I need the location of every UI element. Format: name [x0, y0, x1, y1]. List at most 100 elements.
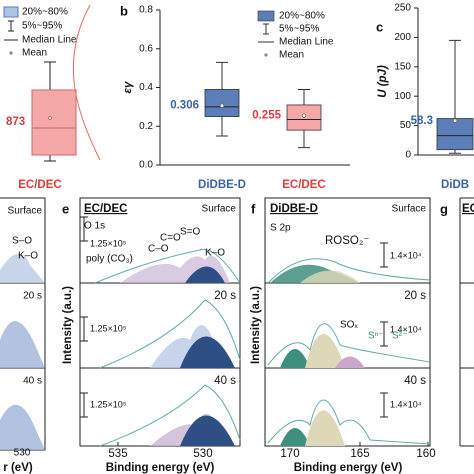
- legend-text: Mean: [279, 50, 304, 61]
- peak-label: C–O: [148, 244, 169, 255]
- y-label: Intensity (a.u.): [250, 286, 262, 364]
- spectrum: [99, 384, 241, 447]
- spectrum: [185, 266, 225, 283]
- mean: [219, 103, 225, 108]
- legend-text: 20%~80%: [279, 11, 325, 22]
- position: Surface: [202, 204, 237, 215]
- time: 20 s: [404, 290, 426, 302]
- spectrum: [335, 356, 365, 368]
- spectrum: [267, 323, 431, 366]
- time: 40 s: [214, 375, 236, 387]
- peak-label: K–O: [205, 248, 225, 259]
- peak-label: poly (CO₃): [86, 254, 133, 265]
- figure-body: 20%~80% 5%~95% Median Line Mean 873 EC/D…: [0, 3, 474, 474]
- y-tick-label: 0.4: [139, 82, 153, 93]
- scale-bar: [80, 216, 88, 418]
- panel-label: b: [120, 3, 128, 18]
- legend-text: 5%~95%: [279, 24, 319, 35]
- x-tick-label: 530: [14, 448, 31, 459]
- x-label: r (eV): [3, 462, 33, 474]
- spectrum: [94, 248, 241, 284]
- panel-title: DiDBE-D: [270, 203, 318, 215]
- category-label: DiDB: [441, 179, 469, 191]
- panel-d: Surface S–O K–O 20 s 40 s 530 r (eV): [0, 197, 46, 474]
- legend-icon: [264, 53, 268, 57]
- spectrum: [99, 299, 241, 369]
- spectrum: [305, 334, 345, 368]
- y-tick-label: 0: [405, 150, 411, 161]
- whisker: [44, 61, 56, 162]
- spectrum: [280, 349, 310, 368]
- mean: [47, 115, 53, 121]
- spectrum: [280, 428, 310, 446]
- legend-text: Mean: [22, 48, 47, 59]
- x-tick-label: 165: [350, 448, 369, 460]
- legend-text: Median Line: [22, 35, 77, 46]
- panel-title: EC/DEC: [84, 203, 127, 215]
- legend-text: 20%~80%: [22, 7, 68, 18]
- x-tick-label: 530: [193, 448, 212, 460]
- y-tick-label: 0.6: [139, 43, 153, 54]
- box: [436, 118, 474, 151]
- axis: [159, 10, 350, 166]
- spectrum: [267, 399, 431, 445]
- legend-text: 5%~95%: [22, 21, 62, 32]
- panel-e: e EC/DEC Surface O 1s 1.25×10⁵ 1.25×10⁵ …: [62, 197, 241, 474]
- mean-label: 0.306: [170, 100, 199, 112]
- legend-icon: [8, 20, 14, 32]
- time: 40 s: [23, 376, 42, 387]
- y-tick-label: 50: [400, 120, 412, 131]
- mean-label: 58.3: [411, 115, 433, 127]
- scale-label: 1.25×10⁵: [90, 323, 127, 333]
- spectrum: [0, 321, 45, 368]
- box: [204, 89, 240, 117]
- core-level: S 2p: [270, 223, 291, 234]
- spectrum: [305, 410, 345, 446]
- y-tick-label: 200: [394, 32, 411, 43]
- spectrum: [0, 253, 45, 283]
- peak-label: C=O: [160, 233, 181, 244]
- legend-swatch: [257, 10, 275, 22]
- y-label: εγ: [122, 81, 134, 94]
- y-tick-label: 250: [394, 3, 411, 14]
- peak-label: SOₓ: [340, 320, 358, 331]
- scale-label: 1.4×10⁴: [390, 324, 422, 334]
- peak-label: Sⁿ⁻: [368, 331, 384, 342]
- frame: [459, 197, 474, 447]
- time: 20 s: [214, 290, 236, 302]
- y-tick-label: 150: [394, 61, 411, 72]
- panel-title: EC: [462, 203, 474, 215]
- y-tick-label: 0.8: [139, 5, 153, 16]
- position: Surface: [392, 204, 427, 215]
- peak-label: S=O: [180, 227, 201, 238]
- panel-a: 20%~80% 5%~95% Median Line Mean 873 EC/D…: [3, 4, 101, 191]
- spectrum: [300, 270, 360, 283]
- y-tick-label: 0.2: [139, 121, 153, 132]
- scale-label: 1.4×10⁴: [390, 250, 422, 260]
- y-label: U (pJ): [377, 65, 389, 98]
- core-level: O 1s: [84, 221, 105, 232]
- scale-label: 1.25×10⁵: [90, 238, 127, 248]
- spectrum: [267, 258, 431, 284]
- spectrum: [0, 404, 45, 450]
- y-label: Intensity (a.u.): [62, 286, 74, 364]
- peak-label: S–O: [12, 236, 32, 247]
- box: [31, 89, 77, 156]
- panel-g: g EC: [440, 197, 474, 447]
- x-tick-label: 535: [108, 448, 127, 460]
- time: 20 s: [23, 291, 42, 302]
- legend-icon: [263, 23, 269, 35]
- category-label: DiDBE-D: [198, 179, 246, 191]
- mean-label: 0.255: [252, 110, 281, 122]
- legend-text: Median Line: [279, 37, 334, 48]
- panel-label: g: [440, 201, 448, 216]
- panel-label: f: [251, 201, 256, 216]
- x-label: Binding energy (eV): [294, 462, 403, 474]
- panel-f: f DiDBE-D Surface S 2p 1.4×10⁴ 1.4×10⁴ 1…: [250, 197, 436, 474]
- panel-label: e: [62, 201, 69, 216]
- legend-swatch: [3, 6, 19, 18]
- mean: [301, 113, 307, 118]
- x-label: Binding energy (eV): [106, 462, 215, 474]
